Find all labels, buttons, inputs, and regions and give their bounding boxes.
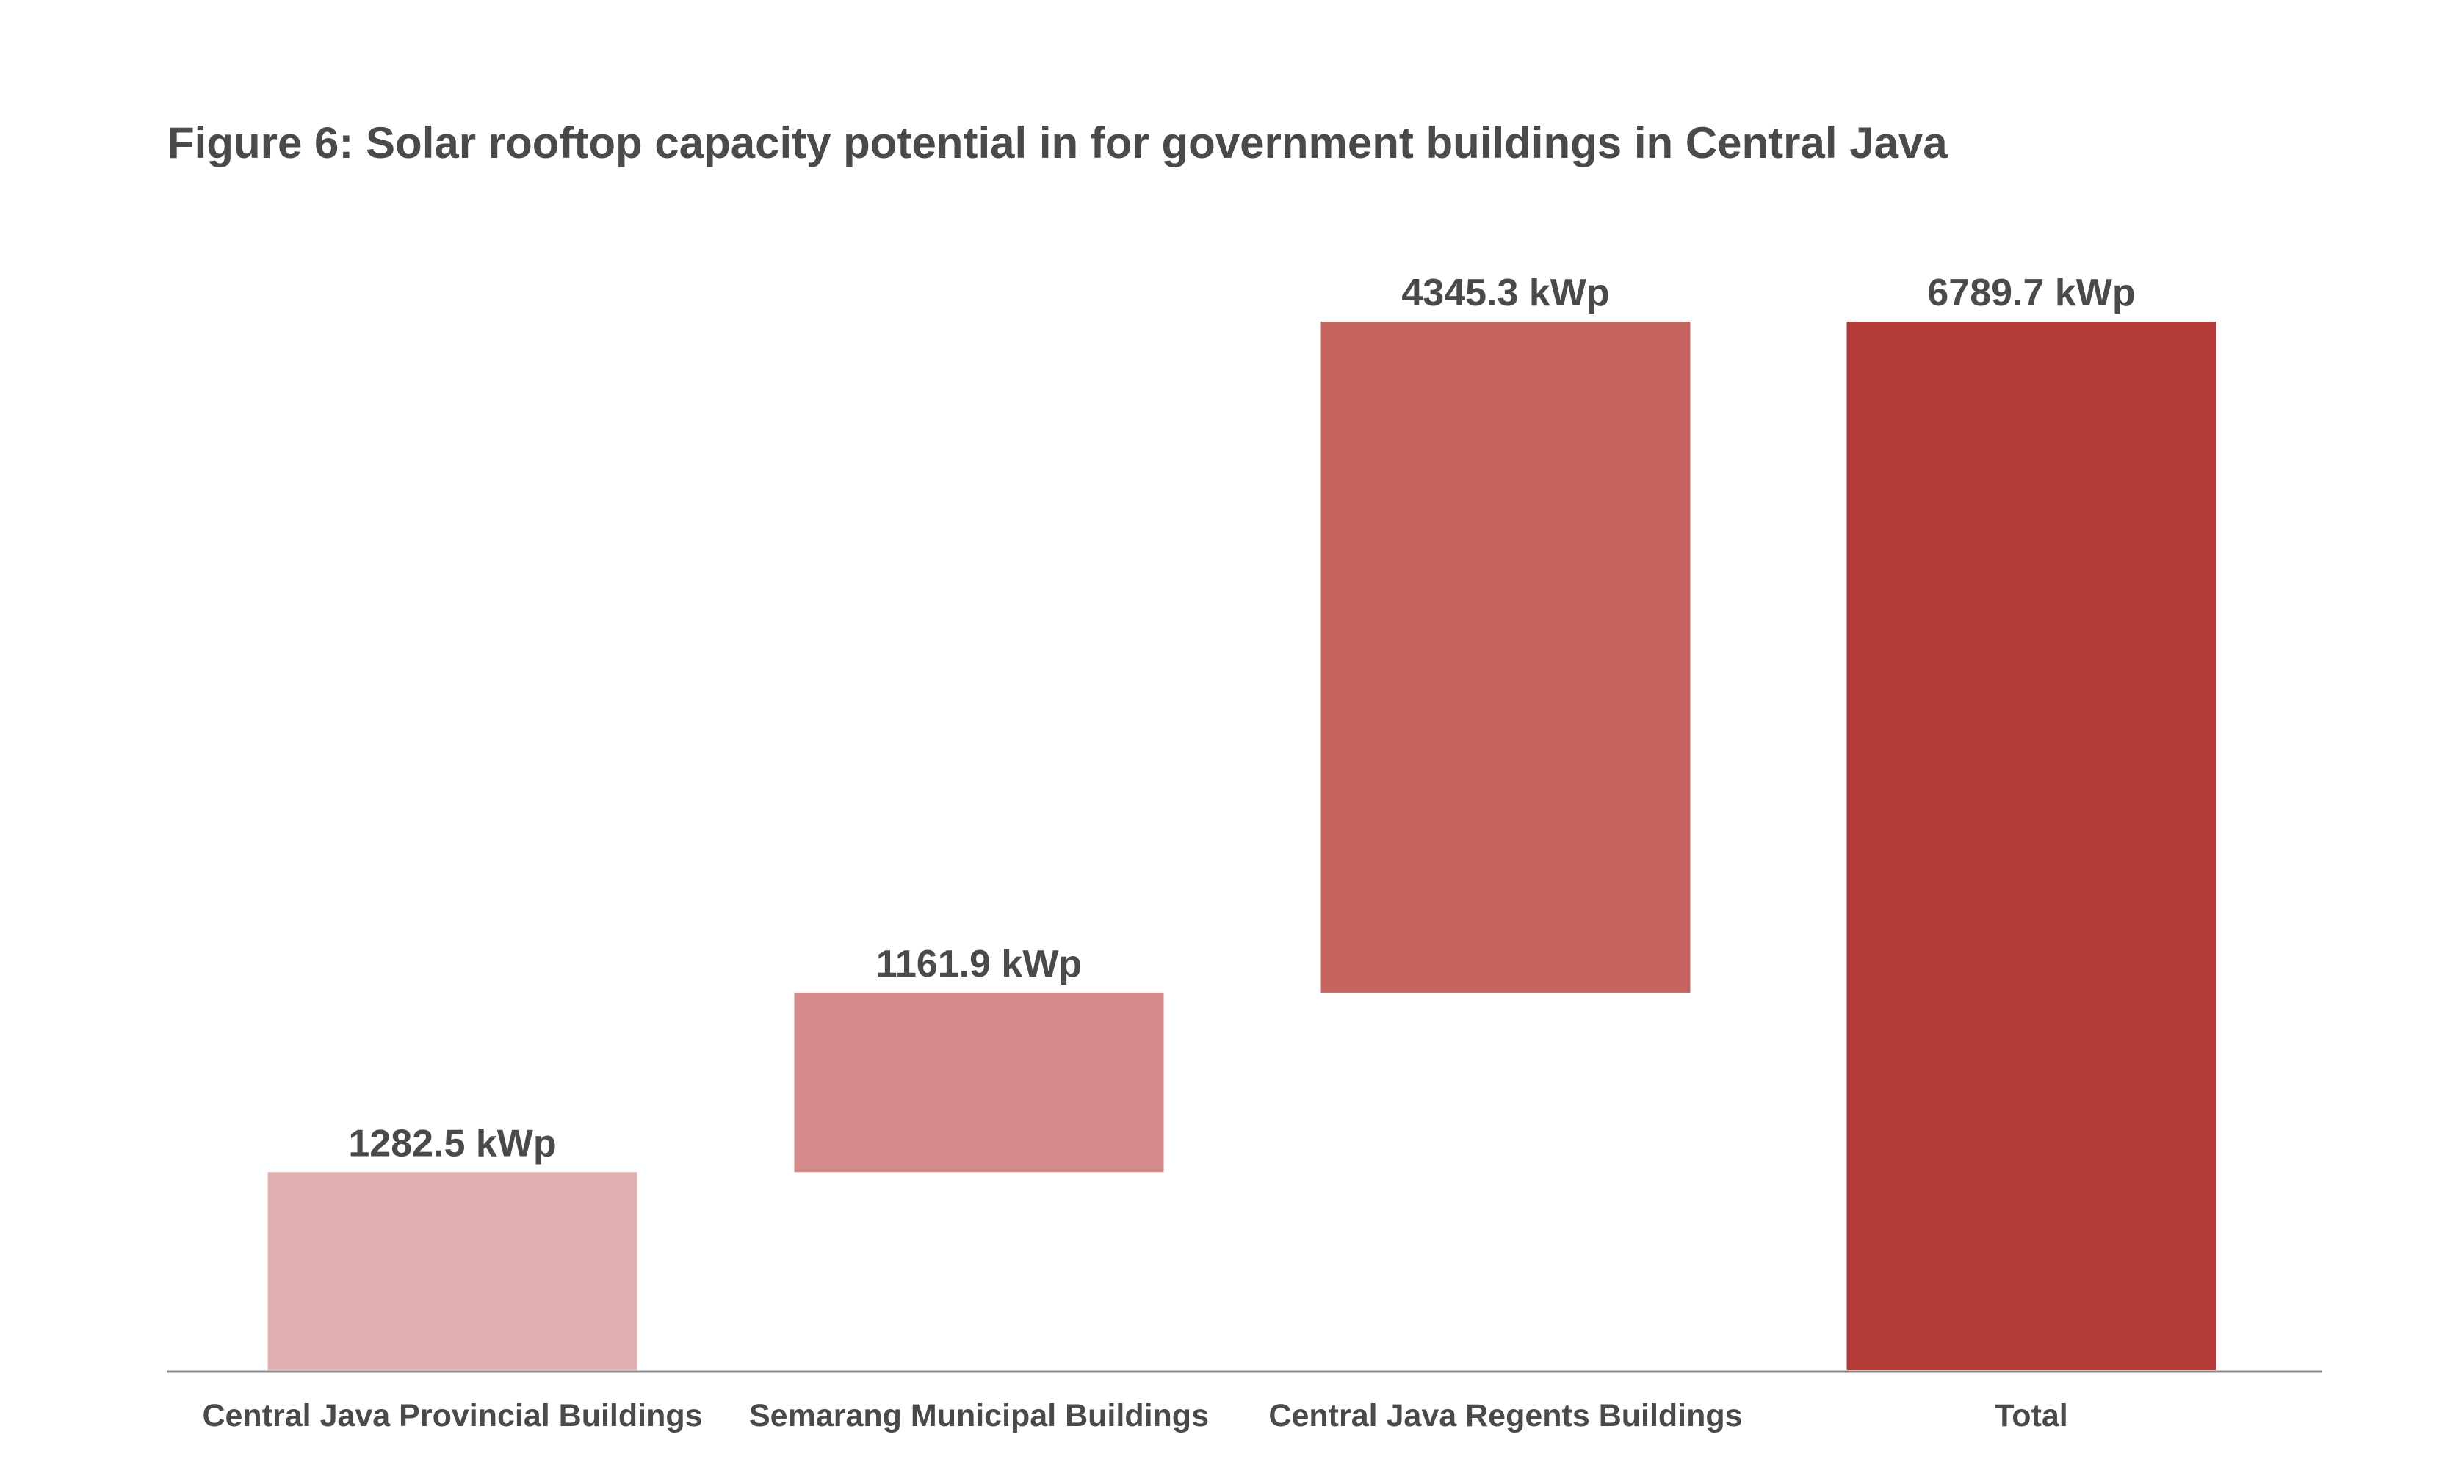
chart-title: Figure 6: Solar rooftop capacity potenti…: [167, 118, 1948, 167]
data-label-1: 1282.5 kWp: [348, 1122, 556, 1165]
data-label-4: 6789.7 kWp: [1927, 272, 2135, 314]
bar-4: [1846, 322, 2216, 1370]
category-label-2: Semarang Municipal Buildings: [749, 1398, 1209, 1433]
labels-layer: 1282.5 kWp Central Java Provincial Buildi…: [202, 272, 2135, 1433]
category-label-4: Total: [1995, 1398, 2068, 1433]
category-label-1: Central Java Provincial Buildings: [202, 1398, 702, 1433]
bars-layer: [267, 322, 2216, 1370]
data-label-3: 4345.3 kWp: [1401, 272, 1609, 314]
bar-1: [267, 1172, 637, 1370]
category-label-3: Central Java Regents Buildings: [1268, 1398, 1742, 1433]
bar-3: [1320, 322, 1691, 993]
bar-2: [794, 992, 1164, 1173]
data-label-2: 1161.9 kWp: [876, 943, 1082, 985]
